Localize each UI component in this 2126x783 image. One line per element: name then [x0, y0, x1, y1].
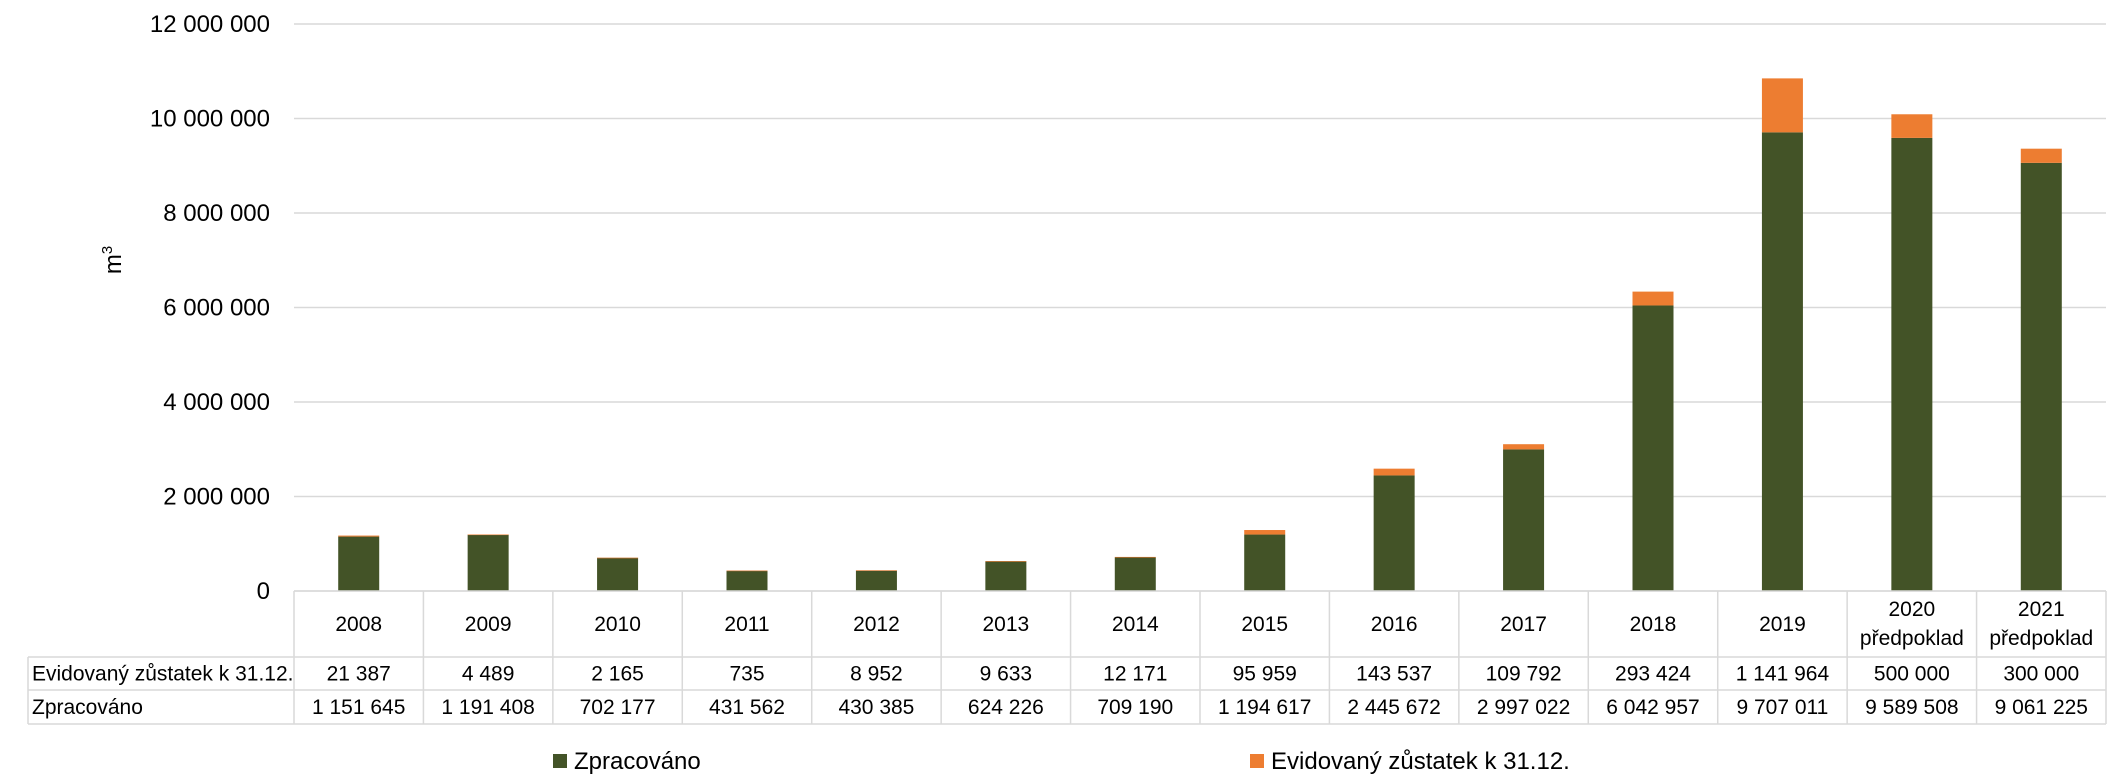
table-cell-value: 8 952	[850, 663, 903, 686]
table-cell-value: 2 997 022	[1477, 696, 1570, 719]
category-label: 2019	[1759, 613, 1806, 636]
y-tick-label: 0	[257, 578, 270, 605]
category-label: předpoklad	[1989, 627, 2093, 650]
legend: Zpracováno Evidovaný zůstatek k 31.12.	[553, 748, 1570, 775]
table-row-label: Evidovaný zůstatek k 31.12.	[32, 663, 294, 686]
data-table: 2008 2009 2010 2011 2012 2013 2014 2015 2016 2017…	[27, 590, 2107, 725]
table-cell-value: 293 424	[1615, 663, 1691, 686]
gridlines	[294, 23, 2106, 592]
table-cell-value: 430 385	[838, 696, 914, 719]
legend-label: Evidovaný zůstatek k 31.12.	[1271, 748, 1570, 775]
table-cell-value: 702 177	[580, 696, 656, 719]
table-cell-value: 21 387	[327, 663, 391, 686]
legend-swatch	[1250, 754, 1264, 768]
bar-segment-evidovany-zustatek	[1761, 78, 1803, 133]
legend-label: Zpracováno	[574, 748, 701, 775]
bar-segment-zpracovano	[1761, 132, 1803, 591]
bar-segment-evidovany-zustatek	[338, 535, 380, 537]
category-label: předpoklad	[1860, 627, 1964, 650]
category-label: 2008	[335, 613, 382, 636]
table-cell-value: 95 959	[1233, 663, 1297, 686]
y-tick-label: 6 000 000	[163, 295, 270, 322]
bar-segment-evidovany-zustatek	[985, 561, 1027, 562]
bar-segment-evidovany-zustatek	[1373, 468, 1415, 476]
bar-segment-zpracovano	[2020, 162, 2062, 591]
table-cell-value: 300 000	[2003, 663, 2079, 686]
bar-segment-zpracovano	[1891, 137, 1933, 591]
table-cell-value: 9 589 508	[1865, 696, 1958, 719]
table-cell-value: 9 061 225	[1995, 696, 2088, 719]
bar-segment-evidovany-zustatek	[2020, 148, 2062, 163]
bar-segment-zpracovano	[985, 561, 1027, 591]
category-label: 2015	[1241, 613, 1288, 636]
bar-segment-evidovany-zustatek	[1114, 556, 1156, 558]
bar-segment-evidovany-zustatek	[597, 557, 639, 559]
table-cell-value: 143 537	[1356, 663, 1432, 686]
category-label: 2021	[2018, 598, 2065, 621]
table-cell-value: 2 165	[591, 663, 644, 686]
bar-segment-zpracovano	[1244, 534, 1286, 591]
table-cell-value: 1 194 617	[1218, 696, 1311, 719]
bars	[338, 78, 2062, 591]
category-label: 2017	[1500, 613, 1547, 636]
bar-segment-zpracovano	[855, 570, 897, 591]
y-axis-tick-labels: 0 2 000 000 4 000 000 6 000 000 8 000 000 10 …	[150, 11, 270, 605]
table-cell-value: 12 171	[1103, 663, 1167, 686]
bar-segment-evidovany-zustatek	[1503, 444, 1545, 450]
category-label: 2010	[594, 613, 641, 636]
table-cell-value: 6 042 957	[1606, 696, 1699, 719]
category-label: 2009	[465, 613, 512, 636]
category-label: 2020	[1888, 598, 1935, 621]
bar-segment-evidovany-zustatek	[467, 534, 509, 536]
table-cell-value: 9 707 011	[1736, 696, 1828, 719]
table-cell-value: 9 633	[980, 663, 1033, 686]
bar-segment-zpracovano	[1114, 557, 1156, 591]
table-row-label: Zpracováno	[32, 696, 143, 719]
bar-segment-zpracovano	[597, 557, 639, 591]
table-cell-value: 735	[729, 663, 764, 686]
table-cell-value: 431 562	[709, 696, 785, 719]
bar-segment-zpracovano	[467, 534, 509, 591]
table-cell-value: 709 190	[1097, 696, 1173, 719]
table-cell-value: 500 000	[1874, 663, 1950, 686]
table-cell-value: 2 445 672	[1347, 696, 1440, 719]
y-tick-label: 12 000 000	[150, 11, 270, 38]
category-label: 2011	[724, 613, 769, 636]
bar-segment-evidovany-zustatek	[726, 570, 768, 572]
bar-segment-zpracovano	[1632, 305, 1674, 591]
category-label: 2018	[1630, 613, 1677, 636]
bar-segment-zpracovano	[726, 570, 768, 591]
table-cell-value: 624 226	[968, 696, 1044, 719]
bar-segment-evidovany-zustatek	[855, 570, 897, 571]
category-label: 2014	[1112, 613, 1159, 636]
y-tick-label: 8 000 000	[163, 200, 270, 227]
bar-segment-evidovany-zustatek	[1632, 291, 1674, 306]
category-label: 2016	[1371, 613, 1418, 636]
bar-segment-evidovany-zustatek	[1891, 114, 1933, 138]
bar-segment-zpracovano	[1503, 449, 1545, 591]
y-tick-label: 10 000 000	[150, 106, 270, 133]
bar-segment-zpracovano	[1373, 475, 1415, 591]
bar-segment-evidovany-zustatek	[1244, 530, 1286, 535]
legend-swatch	[553, 754, 567, 768]
y-axis-label: m3	[99, 246, 127, 274]
category-label: 2012	[853, 613, 900, 636]
table-cell-value: 1 141 964	[1736, 663, 1830, 686]
table-cell-value: 1 191 408	[441, 696, 534, 719]
y-tick-label: 4 000 000	[163, 389, 270, 416]
category-label: 2013	[982, 613, 1029, 636]
table-cell-value: 4 489	[462, 663, 515, 686]
table-cell-value: 109 792	[1486, 663, 1562, 686]
y-tick-label: 2 000 000	[163, 484, 270, 511]
bar-segment-zpracovano	[338, 536, 380, 591]
table-cell-value: 1 151 645	[312, 696, 405, 719]
